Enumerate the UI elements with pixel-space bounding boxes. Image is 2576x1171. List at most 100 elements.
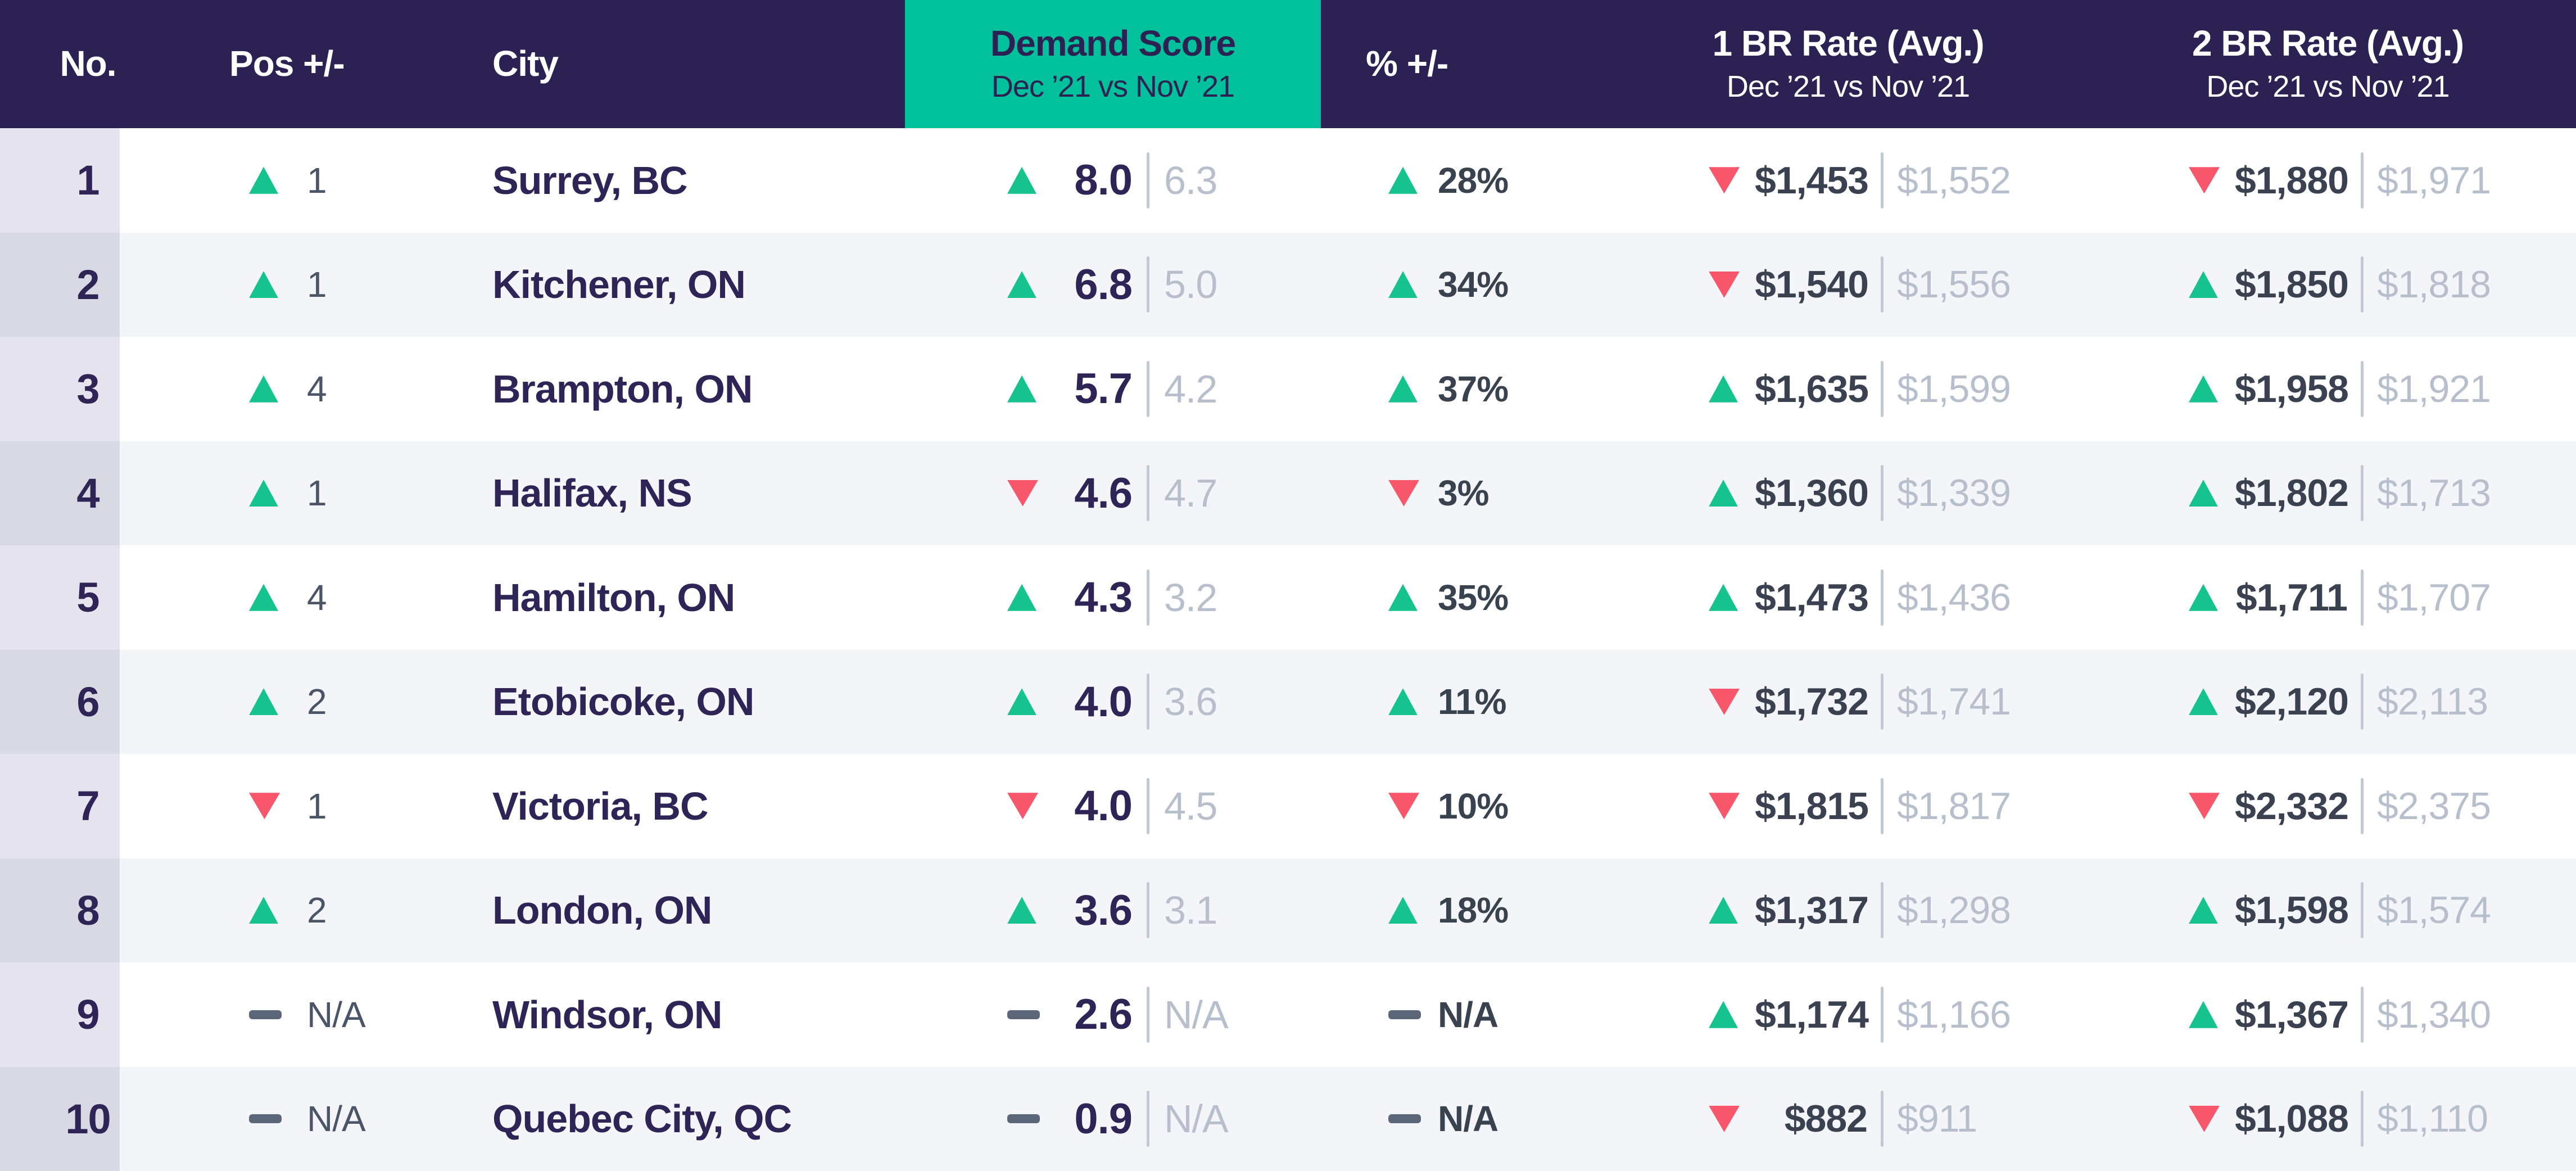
up-triangle-icon: [2189, 688, 2218, 716]
value-divider: [1147, 777, 1149, 834]
up-triangle-icon: [2189, 897, 2218, 924]
rate-previous: $1,707: [2377, 576, 2491, 619]
one-br-rate-cell: $1,360 $1,339: [1664, 441, 2080, 546]
value-divider: [1881, 986, 1884, 1043]
position-change-value: 4: [307, 368, 327, 409]
rate-current: $882: [1784, 1097, 1868, 1141]
position-change-value: 4: [307, 577, 327, 618]
one-br-rate-cell: $1,453 $1,552: [1664, 128, 2080, 233]
trend-icon-slot: [1388, 584, 1421, 611]
demand-score-current: 4.0: [1074, 677, 1133, 726]
trend-icon-slot: [1388, 375, 1421, 403]
up-triangle-icon: [249, 375, 278, 403]
demand-score-cell: 0.9 N/A: [905, 1067, 1321, 1171]
down-triangle-icon: [1709, 167, 1740, 194]
table-row: 5 4 Hamilton, ON 4.3 3.2 35% $1,473 $1,436 $1,71…: [0, 545, 2576, 650]
header-cell-pos: Pos +/-: [120, 0, 488, 128]
rate-previous: $1,436: [1897, 576, 2011, 619]
two-br-rate-cell: $1,088 $1,110: [2080, 1067, 2576, 1171]
rate-current: $1,367: [2235, 993, 2349, 1036]
value-divider: [1881, 465, 1884, 522]
two-br-rate-cell: $1,880 $1,971: [2080, 128, 2576, 233]
rank-cell: 2: [0, 232, 120, 337]
down-triangle-icon: [1709, 1105, 1740, 1132]
up-triangle-icon: [249, 584, 278, 611]
rank-number: 5: [76, 574, 99, 621]
position-change-value: N/A: [307, 1098, 366, 1140]
table-row: 8 2 London, ON 3.6 3.1 18% $1,317 $1,298 $1,598 $…: [0, 858, 2576, 963]
trend-icon-slot: [1388, 793, 1421, 820]
position-change-value: 2: [307, 890, 327, 931]
percent-change-value: 35%: [1438, 577, 1509, 618]
percent-change-cell: 10%: [1321, 754, 1664, 858]
position-change-value: 1: [307, 160, 327, 201]
demand-score-current: 4.3: [1074, 573, 1133, 622]
rank-number: 3: [76, 365, 99, 413]
demand-score-previous: 5.0: [1164, 263, 1217, 307]
column-title: Pos +/-: [229, 43, 345, 84]
demand-score-cell: 2.6 N/A: [905, 962, 1321, 1067]
rate-previous: $1,599: [1897, 367, 2011, 410]
trend-icon-slot: [1388, 1114, 1421, 1124]
two-br-rate-cell: $1,802 $1,713: [2080, 441, 2576, 546]
one-br-rate-cell: $1,815 $1,817: [1664, 754, 2080, 858]
position-change-cell: 4: [120, 545, 488, 650]
value-divider: [2361, 256, 2364, 313]
up-triangle-icon: [1007, 584, 1036, 611]
trend-icon-slot: [1709, 271, 1741, 298]
up-triangle-icon: [1388, 375, 1418, 403]
table-row: 7 1 Victoria, BC 4.0 4.5 10% $1,815 $1,817 $2,33…: [0, 754, 2576, 858]
value-divider: [1147, 256, 1149, 313]
rate-current: $1,473: [1755, 576, 1869, 619]
demand-score-current: 3.6: [1074, 886, 1133, 934]
rate-current: $1,711: [2235, 576, 2348, 619]
value-divider: [2361, 152, 2364, 209]
value-divider: [1147, 882, 1149, 939]
column-title: Demand Score: [990, 23, 1236, 64]
percent-change-value: N/A: [1438, 994, 1498, 1035]
down-triangle-icon: [1709, 271, 1740, 298]
trend-icon-slot: [1709, 480, 1741, 507]
city-name: Surrey, BC: [492, 158, 688, 202]
trend-icon-slot: [1388, 897, 1421, 924]
rank-cell: 8: [0, 858, 120, 962]
trend-icon-slot: [2189, 1001, 2221, 1028]
trend-icon-slot: [249, 1010, 282, 1019]
up-triangle-icon: [249, 688, 278, 716]
percent-change-cell: 37%: [1321, 337, 1664, 441]
demand-score-previous: 3.2: [1164, 575, 1217, 620]
position-change-cell: 2: [120, 858, 488, 963]
dash-icon: [1388, 1114, 1421, 1124]
table-row: 9 N/A Windsor, ON 2.6 N/A N/A $1,174 $1,166 $1,3…: [0, 962, 2576, 1067]
dash-icon: [249, 1114, 282, 1124]
city-cell: London, ON: [488, 858, 905, 963]
rate-previous: $1,298: [1897, 889, 2011, 932]
value-divider: [1147, 986, 1149, 1043]
trend-icon-slot: [2189, 167, 2221, 194]
city-name: London, ON: [492, 888, 712, 933]
position-change-cell: 1: [120, 441, 488, 546]
up-triangle-icon: [1709, 375, 1738, 403]
up-triangle-icon: [2189, 375, 2218, 403]
percent-change-cell: N/A: [1321, 962, 1664, 1067]
rate-current: $1,453: [1755, 159, 1869, 202]
trend-icon-slot: [1388, 271, 1421, 299]
demand-score-cell: 4.3 3.2: [905, 545, 1321, 650]
position-change-cell: N/A: [120, 962, 488, 1067]
demand-score-previous: 3.6: [1164, 680, 1217, 724]
column-title: City: [492, 43, 559, 84]
rank-cell: 1: [0, 128, 120, 233]
percent-change-cell: 18%: [1321, 858, 1664, 963]
value-divider: [1147, 360, 1149, 417]
trend-icon-slot: [249, 375, 282, 403]
two-br-rate-cell: $1,711 $1,707: [2080, 545, 2576, 650]
header-cell-demand-score: Demand Score Dec ’21 vs Nov ’21: [905, 0, 1321, 128]
up-triangle-icon: [1388, 271, 1418, 299]
position-change-value: 2: [307, 681, 327, 722]
rate-current: $1,540: [1755, 263, 1869, 306]
demand-score-previous: 6.3: [1164, 158, 1217, 202]
city-cell: Victoria, BC: [488, 754, 905, 858]
demand-score-current: 8.0: [1074, 156, 1133, 205]
city-name: Kitchener, ON: [492, 263, 746, 307]
city-cell: Hamilton, ON: [488, 545, 905, 650]
